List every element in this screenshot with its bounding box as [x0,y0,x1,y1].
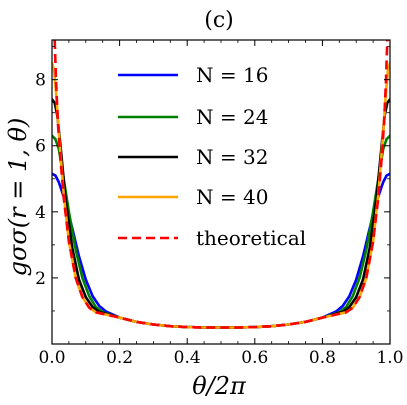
legend-label-n-16: N = 16 [196,63,268,87]
chart-title: (c) [204,8,234,33]
y-tick-label: 4 [35,203,46,223]
legend-label-theoretical: theoretical [196,226,306,250]
legend-label-n-40: N = 40 [196,185,268,209]
y-tick-label: 6 [35,137,46,157]
x-tick-label: 0.8 [309,348,336,368]
x-tick-label: 1.0 [376,348,403,368]
x-axis: 0.0 0.2 0.4 0.6 0.8 1.0 [38,40,404,368]
series-line-n-32 [52,98,390,329]
x-tick-label: 0.2 [106,348,133,368]
y-tick-label: 2 [35,269,46,289]
legend: N = 16 N = 24 N = 32 N = 40 theoretical [118,63,306,250]
series-line-theoretical [53,40,389,329]
legend-label-n-24: N = 24 [196,105,268,129]
x-tick-label: 0.0 [38,348,65,368]
y-tick-label: 8 [35,71,46,91]
x-tick-label: 0.4 [174,348,201,368]
plot-frame [51,39,391,345]
plot-area [52,40,390,329]
x-axis-label: θ/2π [192,372,247,400]
y-axis-label: gσσ(r = 1, θ) [4,118,32,277]
x-tick-label: 0.6 [241,348,268,368]
legend-label-n-32: N = 32 [196,145,268,169]
